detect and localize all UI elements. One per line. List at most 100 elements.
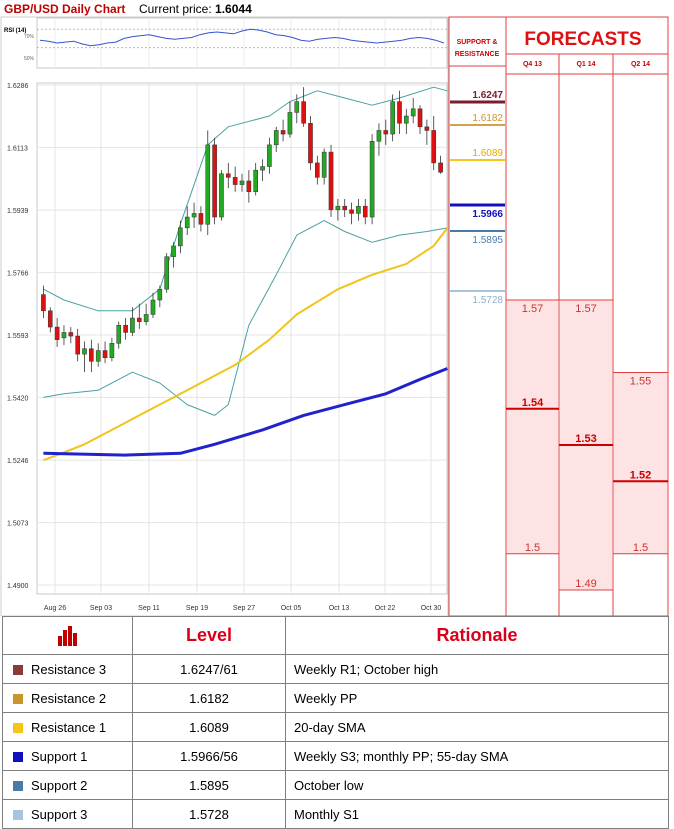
candle-body xyxy=(198,213,204,225)
candle-body xyxy=(438,162,443,173)
candle xyxy=(143,303,149,326)
level-color-swatch xyxy=(13,664,23,675)
table-row: Support 3 1.5728 Monthly S1 xyxy=(2,799,669,829)
candle-body xyxy=(102,350,108,358)
forecast-top-value: 1.55 xyxy=(630,376,651,388)
sr-value-r3: 1.6247 xyxy=(472,90,503,101)
candle-body xyxy=(54,326,60,340)
chart-title-text: GBP/USD Daily Chart xyxy=(4,2,126,16)
candle xyxy=(136,303,142,329)
candle xyxy=(61,325,67,346)
level-value: 1.6182 xyxy=(132,683,286,713)
candle-body xyxy=(47,310,53,328)
sr-levels: 1.6247 1.6182 1.6089 1.5966 1.5895 1.5728 xyxy=(450,90,505,306)
level-name-cell: Support 1 xyxy=(2,741,133,771)
candle-body xyxy=(184,216,190,229)
bar-chart-icon xyxy=(57,625,77,646)
forecast-col-label: Q4 13 xyxy=(523,61,542,68)
candle-body xyxy=(424,126,430,131)
candle xyxy=(198,206,204,232)
candle-body xyxy=(219,173,224,218)
candle-body xyxy=(342,205,348,211)
level-value: 1.5966/56 xyxy=(132,741,286,771)
candle-body xyxy=(410,108,416,117)
candle-body xyxy=(315,162,320,178)
level-color-swatch xyxy=(13,780,23,791)
y-tick-label: 1.5939 xyxy=(7,208,29,215)
rsi-indicator: RSI (14) 70% 50% xyxy=(4,28,447,62)
candle-body xyxy=(260,166,265,171)
current-price-value: 1.6044 xyxy=(215,2,252,16)
x-tick-label: Sep 11 xyxy=(138,605,160,612)
candle xyxy=(390,94,395,142)
bollinger-lower-line xyxy=(43,220,448,416)
level-name-cell: Resistance 2 xyxy=(2,683,133,713)
level-name-cell: Support 2 xyxy=(2,770,133,800)
candle xyxy=(349,202,354,225)
x-tick-label: Oct 22 xyxy=(375,605,396,612)
sr-header-line1: SUPPORT & xyxy=(457,39,498,46)
candle xyxy=(102,341,108,364)
x-tick-label: Sep 03 xyxy=(90,605,112,612)
table-row: Resistance 2 1.6182 Weekly PP xyxy=(2,683,669,713)
level-name: Resistance 2 xyxy=(31,690,107,706)
candle-body xyxy=(150,299,156,315)
candle xyxy=(356,198,361,221)
candle-body xyxy=(171,245,176,257)
level-name-cell: Support 3 xyxy=(2,799,133,829)
moving-averages xyxy=(43,227,449,462)
sr-value-s3: 1.5728 xyxy=(472,295,503,306)
candle-body xyxy=(178,227,183,247)
level-rationale: 20-day SMA xyxy=(285,712,669,742)
candle xyxy=(205,130,211,236)
candle-body xyxy=(404,115,409,124)
price-panel xyxy=(36,82,448,595)
y-tick-label: 1.5246 xyxy=(7,458,29,465)
candle-body xyxy=(321,151,327,178)
candle xyxy=(41,285,46,319)
x-tick-label: Sep 27 xyxy=(233,605,255,612)
candle-body xyxy=(301,101,306,124)
forecast-top-value: 1.57 xyxy=(575,303,596,315)
rsi-tick-50: 50% xyxy=(24,56,35,62)
level-color-swatch xyxy=(13,751,23,762)
candle xyxy=(362,198,368,225)
candle-body xyxy=(164,256,169,290)
candle-body xyxy=(239,180,245,185)
candle-body xyxy=(390,101,395,135)
candle xyxy=(164,253,169,293)
table-logo-cell xyxy=(2,616,133,655)
candle-body xyxy=(136,317,142,322)
candle xyxy=(75,328,80,362)
x-tick-label: Oct 30 xyxy=(421,605,442,612)
y-tick-label: 1.5073 xyxy=(7,521,29,528)
candle xyxy=(178,220,183,254)
level-rationale: Weekly R1; October high xyxy=(285,654,669,684)
forecast-columns: Q4 13 1.57 1.54 1.5 Q1 14 1.57 1.53 1.49 Q2 14 1.… xyxy=(506,61,668,591)
forecast-mid-value: 1.52 xyxy=(630,469,651,481)
forecast-col-label: Q2 14 xyxy=(631,61,650,68)
candle-body xyxy=(308,122,313,164)
y-tick-label: 1.5766 xyxy=(7,271,29,278)
candle xyxy=(294,94,300,124)
level-name-cell: Resistance 3 xyxy=(2,654,133,684)
candle xyxy=(184,206,190,236)
forecast-top-value: 1.57 xyxy=(522,303,543,315)
candle-body xyxy=(287,112,293,135)
bollinger-upper-line xyxy=(43,86,448,312)
forecast-mid-value: 1.53 xyxy=(575,433,596,445)
candle-body xyxy=(95,350,101,362)
candle-body xyxy=(246,180,252,193)
candle xyxy=(246,170,252,203)
candle-body xyxy=(123,325,128,333)
candle-body xyxy=(267,144,272,167)
candle xyxy=(287,101,293,138)
candle-body xyxy=(349,209,354,214)
y-tick-label: 1.6113 xyxy=(7,145,28,152)
bollinger-bands xyxy=(43,86,448,416)
candles xyxy=(41,87,443,373)
gridlines xyxy=(37,18,447,594)
candle xyxy=(116,321,122,349)
candle xyxy=(424,119,430,145)
current-price: Current price: 1.6044 xyxy=(139,2,252,16)
